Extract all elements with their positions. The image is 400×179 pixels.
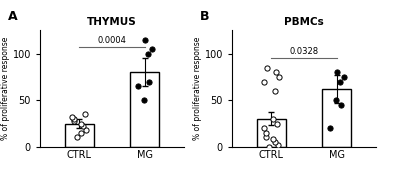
Point <box>74 136 80 139</box>
Text: B: B <box>200 10 210 23</box>
Text: 0.0004: 0.0004 <box>98 36 126 45</box>
Point <box>334 71 340 74</box>
Point <box>78 122 84 125</box>
Point <box>260 80 267 83</box>
Title: THYMUS: THYMUS <box>87 17 137 27</box>
Point <box>145 52 152 55</box>
Text: A: A <box>8 10 18 23</box>
Point <box>82 113 88 116</box>
Point <box>337 80 344 83</box>
Point <box>274 122 280 125</box>
Point <box>270 117 276 120</box>
Point <box>140 99 147 102</box>
Point <box>272 141 278 144</box>
Point <box>273 71 280 74</box>
Point <box>266 145 272 148</box>
Point <box>332 99 339 102</box>
Point <box>275 144 282 146</box>
Point <box>270 138 276 141</box>
Title: PBMCs: PBMCs <box>284 17 324 27</box>
Point <box>276 76 282 78</box>
Point <box>338 103 344 106</box>
Bar <box>64 124 94 147</box>
Y-axis label: % of proliferative response: % of proliferative response <box>1 37 10 140</box>
Point <box>135 85 141 88</box>
Text: 0.0328: 0.0328 <box>290 47 318 57</box>
Point <box>264 66 270 69</box>
Point <box>146 80 152 83</box>
Point <box>142 38 148 41</box>
Bar <box>256 119 286 147</box>
Point <box>69 116 76 118</box>
Bar <box>322 89 352 147</box>
Point <box>78 131 84 134</box>
Point <box>263 131 269 134</box>
Y-axis label: % of proliferative response: % of proliferative response <box>193 37 202 140</box>
Point <box>263 136 269 139</box>
Bar <box>130 72 160 147</box>
Point <box>71 117 77 120</box>
Point <box>341 76 348 78</box>
Point <box>83 129 90 131</box>
Point <box>80 125 86 128</box>
Point <box>149 48 156 50</box>
Point <box>71 119 77 122</box>
Point <box>271 90 278 92</box>
Point <box>261 127 268 130</box>
Point <box>327 127 333 130</box>
